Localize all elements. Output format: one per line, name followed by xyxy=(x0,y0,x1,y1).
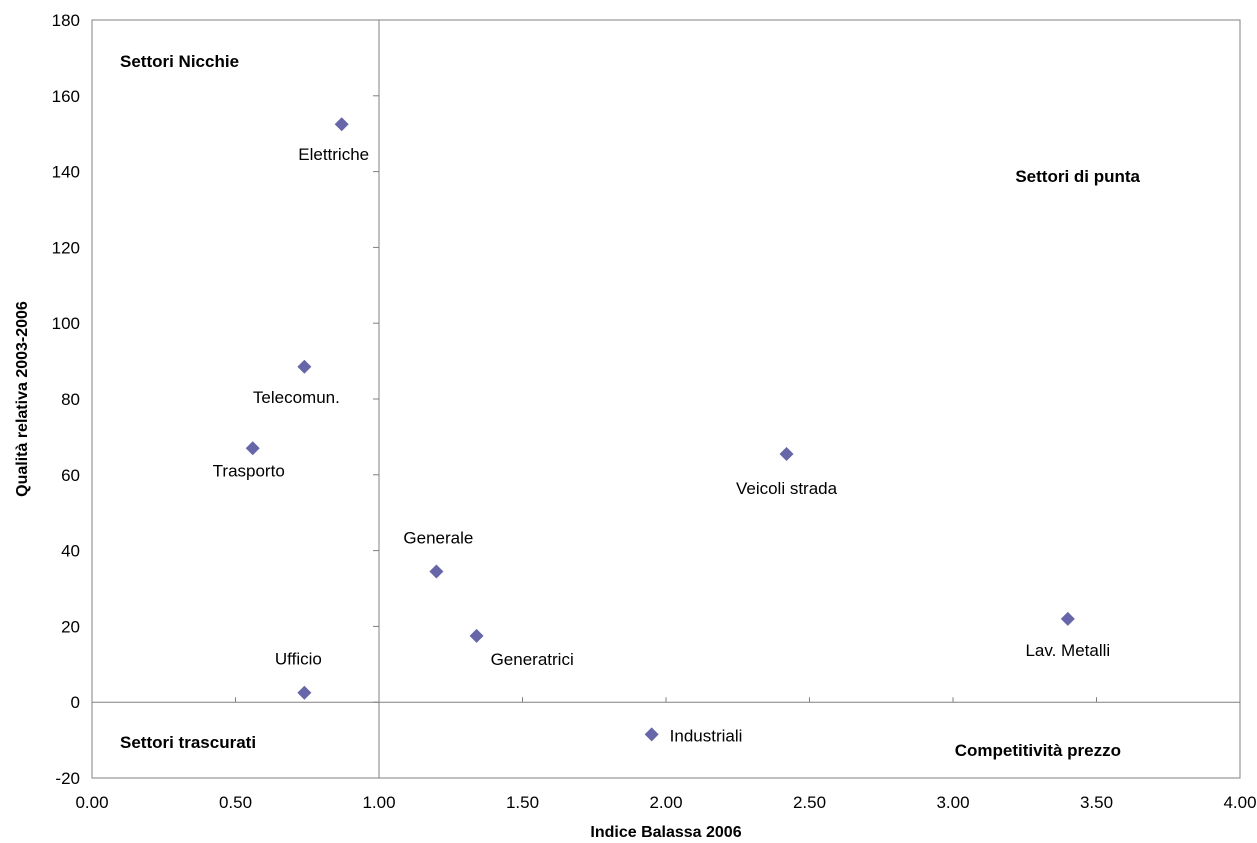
y-tick-label: 40 xyxy=(61,542,80,561)
x-axis: 0.00 0.50 1.00 1.50 2.00 2.50 3.00 3.50 4.00 xyxy=(75,697,1257,812)
y-tick-label: 120 xyxy=(52,238,80,257)
data-point-marker xyxy=(779,446,794,461)
y-tick-label: 0 xyxy=(71,693,80,712)
x-tick-label: 3.50 xyxy=(1080,793,1113,812)
x-tick-label: 2.50 xyxy=(793,793,826,812)
quadrant-label: Settori trascurati xyxy=(120,733,256,752)
data-point-label: Veicoli strada xyxy=(736,479,838,498)
y-tick-label: 160 xyxy=(52,87,80,106)
quadrant-label: Competitività prezzo xyxy=(955,741,1121,760)
y-tick-label: 60 xyxy=(61,466,80,485)
data-point-marker xyxy=(1060,611,1075,626)
data-point-label: Generatrici xyxy=(491,650,574,669)
data-point-marker xyxy=(429,564,444,579)
y-tick-label: 140 xyxy=(52,163,80,182)
data-point-marker xyxy=(245,441,260,456)
y-axis-title: Qualità relativa 2003-2006 xyxy=(14,301,31,497)
data-point-marker xyxy=(297,685,312,700)
data-point-marker xyxy=(334,117,349,132)
data-point-label: Industriali xyxy=(670,726,743,745)
data-point-label: Trasporto xyxy=(213,461,285,480)
quadrant-label: Settori di punta xyxy=(1015,167,1140,186)
y-axis: -20 0 20 40 60 80 100 120 140 160 180 xyxy=(52,11,379,788)
x-tick-label: 3.00 xyxy=(936,793,969,812)
data-point-marker xyxy=(644,727,659,742)
y-tick-label: -20 xyxy=(55,769,80,788)
data-point-label: Lav. Metalli xyxy=(1025,641,1110,660)
x-tick-label: 1.50 xyxy=(506,793,539,812)
y-tick-label: 100 xyxy=(52,314,80,333)
quadrant-label: Settori Nicchie xyxy=(120,52,239,71)
data-point-label: Telecomun. xyxy=(253,388,340,407)
data-point-marker xyxy=(297,359,312,374)
data-point-label: Elettriche xyxy=(298,145,369,164)
y-tick-label: 80 xyxy=(61,390,80,409)
y-tick-label: 20 xyxy=(61,617,80,636)
x-tick-label: 4.00 xyxy=(1223,793,1256,812)
y-tick-label: 180 xyxy=(52,11,80,30)
x-tick-label: 1.00 xyxy=(362,793,395,812)
x-tick-label: 0.50 xyxy=(219,793,252,812)
quadrant-labels: Settori Nicchie Settori di punta Settori t… xyxy=(120,52,1141,760)
plot-area xyxy=(91,19,1241,779)
x-axis-title: Indice Balassa 2006 xyxy=(590,824,741,841)
data-point-label: Ufficio xyxy=(275,650,322,669)
data-point-marker xyxy=(469,628,484,643)
data-point-label: Generale xyxy=(403,528,473,547)
x-tick-label: 0.00 xyxy=(75,793,108,812)
x-tick-label: 2.00 xyxy=(649,793,682,812)
data-points: Elettriche Telecomun. Trasporto Ufficio Gene… xyxy=(213,117,1110,745)
